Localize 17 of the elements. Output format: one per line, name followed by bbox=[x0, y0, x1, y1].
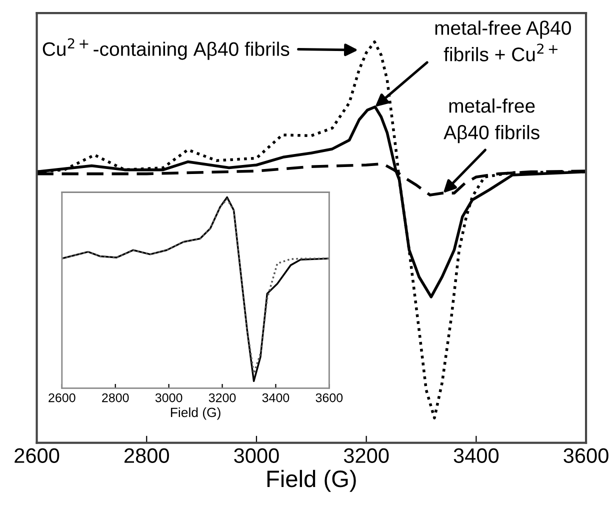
x-tick-label: 2800 bbox=[102, 393, 129, 402]
x-tick-label: 3600 bbox=[316, 393, 343, 402]
annotation: Cu$^{2+}$-containing Aβ40 fibrils bbox=[42, 38, 290, 60]
annotation: metal-free Aβ40 fibrils bbox=[444, 98, 540, 144]
x-tick-label: 3600 bbox=[564, 448, 608, 464]
x-tick-label: 3000 bbox=[234, 448, 279, 464]
x-tick-label: 3400 bbox=[454, 448, 499, 464]
x-axis-title: Field (G) bbox=[170, 407, 220, 420]
x-tick-label: 3400 bbox=[262, 393, 290, 402]
x-tick-label: 2600 bbox=[14, 448, 60, 464]
x-tick-label: 3200 bbox=[208, 393, 236, 402]
x-axis-title: Field (G) bbox=[267, 470, 356, 492]
x-tick-label: 3000 bbox=[155, 393, 182, 402]
x-tick-label: 2800 bbox=[124, 448, 169, 464]
annotation: metal-free Aβ40 fibrils + Cu$^{2+}$ bbox=[435, 20, 571, 62]
x-tick-label: 2600 bbox=[48, 393, 76, 402]
x-tick-label: 3200 bbox=[344, 448, 389, 464]
